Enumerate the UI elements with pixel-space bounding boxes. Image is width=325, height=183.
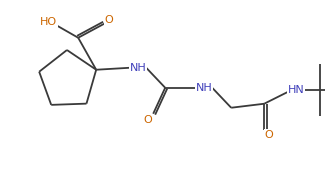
Text: HO: HO (40, 17, 57, 27)
Text: O: O (265, 130, 274, 140)
Text: HN: HN (288, 85, 305, 95)
Text: O: O (144, 115, 152, 125)
Text: NH: NH (130, 63, 147, 73)
Text: NH: NH (196, 83, 213, 93)
Text: O: O (105, 15, 113, 25)
